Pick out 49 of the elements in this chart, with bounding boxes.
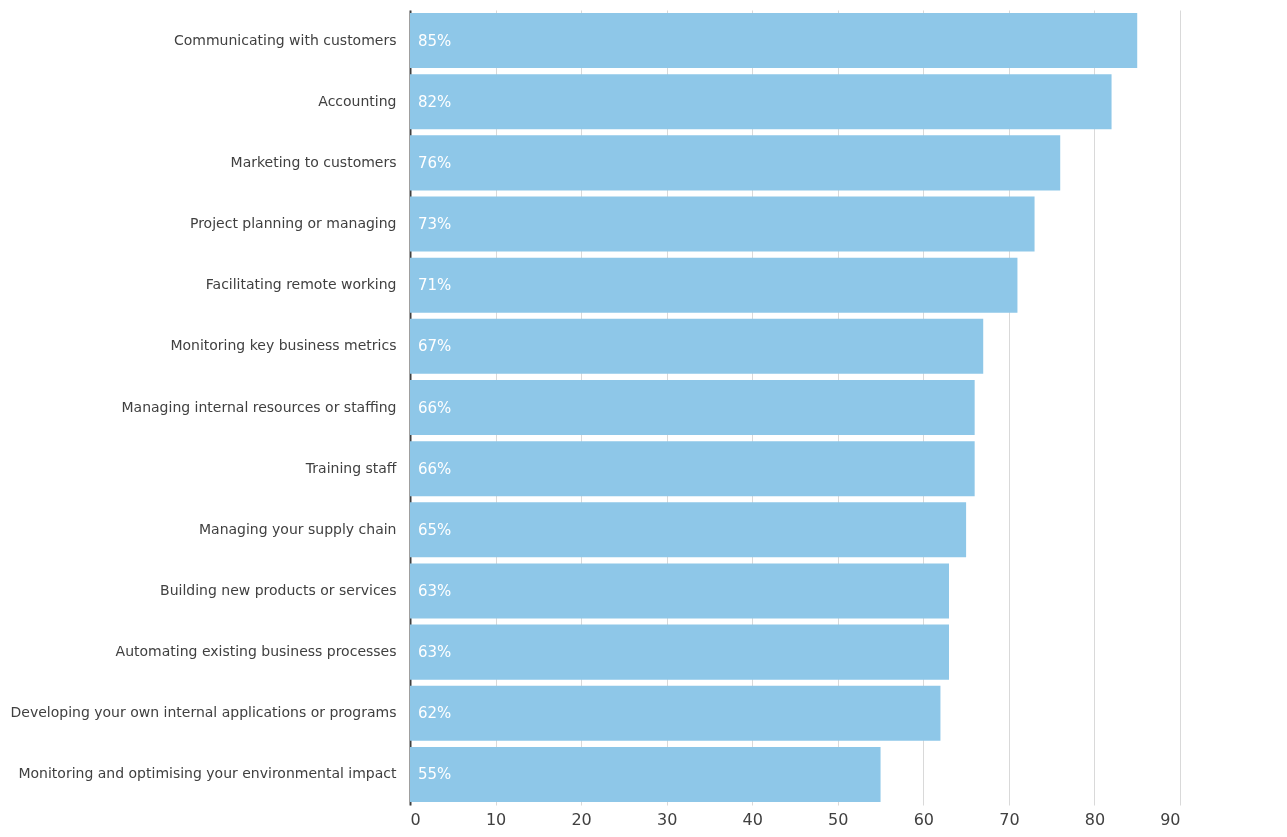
data-label: 62%	[418, 704, 452, 723]
y-tick-label: Project planning or managing	[189, 215, 397, 232]
y-tick-label: Developing your own internal applications or programs	[10, 704, 397, 721]
y-tick-label: Communicating with customers	[174, 31, 397, 48]
data-label: 73%	[418, 215, 452, 234]
data-label: 66%	[418, 459, 452, 478]
data-label: 71%	[418, 276, 452, 295]
x-tick-label: 60	[913, 809, 935, 829]
y-tick-label: Managing your supply chain	[198, 520, 397, 537]
y-tick-label: Facilitating remote working	[205, 276, 397, 293]
x-tick-label: 20	[571, 809, 592, 829]
y-tick-label: Training staff	[304, 459, 397, 476]
bar	[410, 685, 941, 741]
x-tick-label: 10	[485, 809, 507, 829]
y-tick-label: Managing internal resources or staffing	[121, 398, 397, 415]
data-label: 67%	[418, 337, 452, 356]
bar	[410, 13, 1138, 69]
y-tick-label: Monitoring and optimising your environmental impact	[18, 765, 397, 782]
bar	[410, 74, 1112, 130]
bar	[410, 196, 1035, 252]
data-label: 63%	[418, 581, 452, 600]
x-tick-label: 30	[656, 809, 678, 829]
x-tick-label: 70	[999, 809, 1020, 829]
y-tick-label: Monitoring key business metrics	[170, 337, 397, 354]
data-label: 66%	[418, 398, 452, 417]
bar	[410, 502, 967, 558]
y-tick-label: Automating existing business processes	[115, 643, 397, 660]
x-tick-label: 0	[410, 809, 421, 829]
bar	[410, 563, 949, 619]
y-tick-label: Marketing to customers	[230, 153, 397, 170]
bar	[410, 441, 975, 497]
data-label: 76%	[418, 153, 452, 172]
x-tick-label: 40	[742, 809, 763, 829]
bar	[410, 746, 881, 802]
x-tick-label: 50	[828, 809, 849, 829]
bar	[410, 379, 975, 436]
y-tick-label: Accounting	[318, 92, 397, 109]
data-label: 55%	[418, 765, 452, 784]
bar	[410, 624, 949, 680]
data-label: 63%	[418, 643, 452, 662]
data-label: 85%	[418, 31, 452, 50]
data-label: 65%	[418, 520, 452, 539]
bar	[410, 318, 984, 374]
bar	[410, 135, 1061, 191]
y-tick-label: Building new products or services	[160, 581, 397, 598]
x-tick-label: 90	[1160, 809, 1181, 829]
x-tick-label: 80	[1084, 809, 1106, 829]
bar	[410, 257, 1018, 313]
data-label: 82%	[418, 92, 452, 111]
